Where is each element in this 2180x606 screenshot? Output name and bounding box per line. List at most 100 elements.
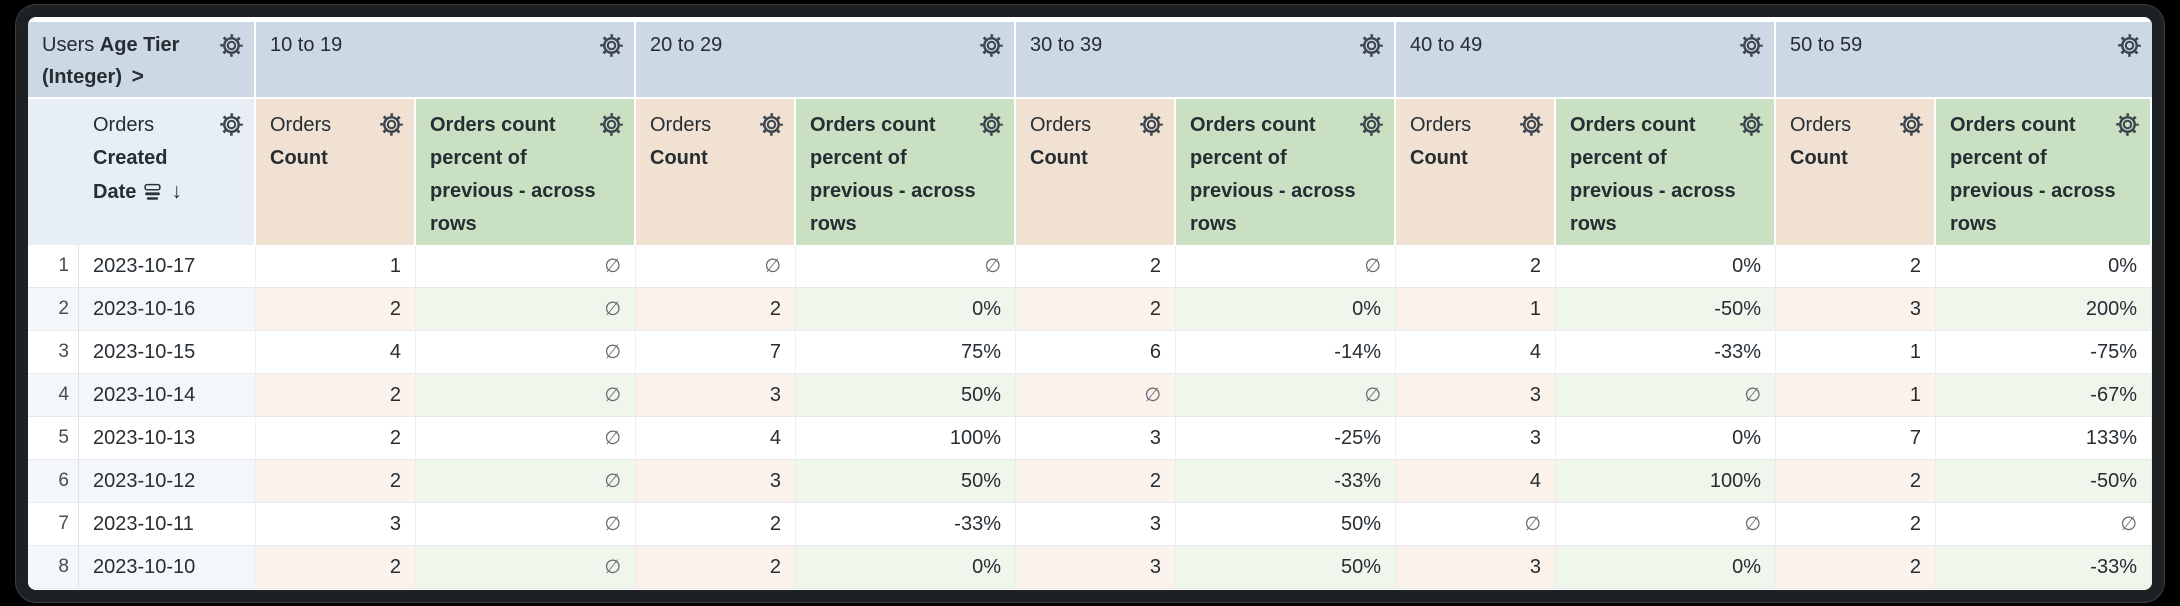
percent-of-previous-header[interactable]: Orders count percent of previous - acros…	[1936, 99, 2152, 245]
date-cell[interactable]: 2023-10-10	[79, 546, 256, 589]
count-cell[interactable]: 3	[1016, 417, 1176, 460]
count-cell[interactable]: 2	[1396, 245, 1556, 288]
count-cell[interactable]: 2	[256, 460, 416, 503]
percent-cell[interactable]: 50%	[1176, 546, 1396, 589]
percent-cell[interactable]: 0%	[1176, 288, 1396, 331]
date-cell[interactable]: 2023-10-11	[79, 503, 256, 546]
count-cell[interactable]: ∅	[1016, 374, 1176, 417]
count-cell[interactable]: 3	[1396, 417, 1556, 460]
orders-count-header[interactable]: Orders Count	[636, 99, 796, 245]
percent-cell[interactable]: ∅	[416, 288, 636, 331]
percent-cell[interactable]: 50%	[796, 460, 1016, 503]
count-cell[interactable]: 2	[636, 288, 796, 331]
percent-cell[interactable]: -33%	[1936, 546, 2152, 589]
percent-cell[interactable]: ∅	[1936, 503, 2152, 546]
percent-cell[interactable]: -67%	[1936, 374, 2152, 417]
count-cell[interactable]: 3	[1396, 374, 1556, 417]
percent-cell[interactable]: ∅	[1556, 503, 1776, 546]
percent-cell[interactable]: 0%	[1556, 245, 1776, 288]
percent-cell[interactable]: ∅	[416, 331, 636, 374]
count-cell[interactable]: 3	[636, 460, 796, 503]
percent-of-previous-header[interactable]: Orders count percent of previous - acros…	[416, 99, 636, 245]
percent-cell[interactable]: 0%	[796, 546, 1016, 589]
count-cell[interactable]: 2	[1016, 288, 1176, 331]
count-cell[interactable]: 3	[1016, 546, 1176, 589]
count-cell[interactable]: 7	[636, 331, 796, 374]
percent-cell[interactable]: 0%	[1936, 245, 2152, 288]
percent-of-previous-header[interactable]: Orders count percent of previous - acros…	[1176, 99, 1396, 245]
gear-icon[interactable]	[598, 111, 625, 138]
percent-cell[interactable]: 50%	[1176, 503, 1396, 546]
gear-icon[interactable]	[1518, 111, 1545, 138]
count-cell[interactable]: 2	[1776, 546, 1936, 589]
orders-count-header[interactable]: Orders Count	[1396, 99, 1556, 245]
count-cell[interactable]: 2	[1776, 460, 1936, 503]
count-cell[interactable]: 1	[1396, 288, 1556, 331]
orders-count-header[interactable]: Orders Count	[256, 99, 416, 245]
date-cell[interactable]: 2023-10-13	[79, 417, 256, 460]
count-cell[interactable]: 4	[1396, 460, 1556, 503]
percent-cell[interactable]: ∅	[1176, 374, 1396, 417]
percent-cell[interactable]: 0%	[1556, 417, 1776, 460]
gear-icon[interactable]	[218, 111, 245, 138]
percent-cell[interactable]: 100%	[1556, 460, 1776, 503]
date-cell[interactable]: 2023-10-12	[79, 460, 256, 503]
gear-icon[interactable]	[2116, 32, 2143, 59]
count-cell[interactable]: 2	[256, 288, 416, 331]
pivot-value-header-10-19[interactable]: 10 to 19	[256, 22, 636, 99]
pivot-dimension-header[interactable]: Users Age Tier (Integer) >	[28, 22, 256, 99]
percent-cell[interactable]: 133%	[1936, 417, 2152, 460]
gear-icon[interactable]	[1138, 111, 1165, 138]
count-cell[interactable]: 3	[636, 374, 796, 417]
count-cell[interactable]: 3	[1396, 546, 1556, 589]
date-cell[interactable]: 2023-10-17	[79, 245, 256, 288]
percent-cell[interactable]: ∅	[1556, 374, 1776, 417]
date-cell[interactable]: 2023-10-14	[79, 374, 256, 417]
gear-icon[interactable]	[1738, 32, 1765, 59]
percent-of-previous-header[interactable]: Orders count percent of previous - acros…	[1556, 99, 1776, 245]
gear-icon[interactable]	[1898, 111, 1925, 138]
gear-icon[interactable]	[598, 32, 625, 59]
count-cell[interactable]: 2	[636, 503, 796, 546]
percent-cell[interactable]: 100%	[796, 417, 1016, 460]
count-cell[interactable]: 7	[1776, 417, 1936, 460]
count-cell[interactable]: 3	[1776, 288, 1936, 331]
gear-icon[interactable]	[378, 111, 405, 138]
sort-desc-icon[interactable]: ↓	[171, 180, 182, 203]
orders-count-header[interactable]: Orders Count	[1016, 99, 1176, 245]
gear-icon[interactable]	[2114, 111, 2141, 138]
percent-cell[interactable]: -25%	[1176, 417, 1396, 460]
percent-cell[interactable]: ∅	[416, 245, 636, 288]
count-cell[interactable]: 2	[1776, 245, 1936, 288]
percent-cell[interactable]: 200%	[1936, 288, 2152, 331]
count-cell[interactable]: 1	[256, 245, 416, 288]
gear-icon[interactable]	[978, 32, 1005, 59]
percent-cell[interactable]: ∅	[416, 417, 636, 460]
count-cell[interactable]: 4	[256, 331, 416, 374]
count-cell[interactable]: ∅	[1396, 503, 1556, 546]
count-cell[interactable]: 4	[1396, 331, 1556, 374]
count-cell[interactable]: 2	[256, 374, 416, 417]
percent-cell[interactable]: -33%	[1176, 460, 1396, 503]
gear-icon[interactable]	[1358, 32, 1385, 59]
gear-icon[interactable]	[978, 111, 1005, 138]
percent-cell[interactable]: ∅	[1176, 245, 1396, 288]
count-cell[interactable]: 6	[1016, 331, 1176, 374]
count-cell[interactable]: 1	[1776, 374, 1936, 417]
pivot-value-header-30-39[interactable]: 30 to 39	[1016, 22, 1396, 99]
pivot-value-header-40-49[interactable]: 40 to 49	[1396, 22, 1776, 99]
count-cell[interactable]: 2	[256, 546, 416, 589]
count-cell[interactable]: 2	[1776, 503, 1936, 546]
percent-cell[interactable]: 75%	[796, 331, 1016, 374]
cell-visualization-icon[interactable]	[143, 182, 162, 201]
count-cell[interactable]: 3	[1016, 503, 1176, 546]
percent-cell[interactable]: -75%	[1936, 331, 2152, 374]
percent-cell[interactable]: ∅	[416, 460, 636, 503]
count-cell[interactable]: 2	[1016, 245, 1176, 288]
percent-cell[interactable]: -50%	[1936, 460, 2152, 503]
percent-cell[interactable]: ∅	[416, 503, 636, 546]
percent-cell[interactable]: ∅	[796, 245, 1016, 288]
date-cell[interactable]: 2023-10-15	[79, 331, 256, 374]
percent-cell[interactable]: ∅	[416, 374, 636, 417]
gear-icon[interactable]	[1358, 111, 1385, 138]
